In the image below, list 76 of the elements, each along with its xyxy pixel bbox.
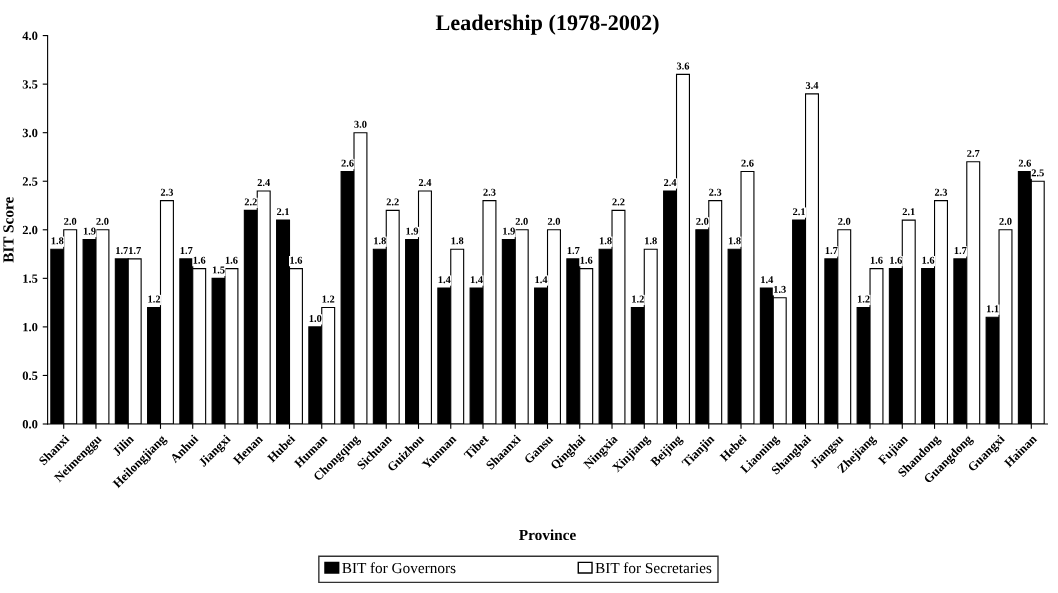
y-tick-label: 0.0 (22, 420, 38, 429)
data-label: 2.5 (1031, 169, 1044, 177)
data-label: 2.1 (902, 208, 915, 216)
data-label: 2.0 (515, 217, 528, 225)
data-label: 2.2 (244, 198, 257, 206)
data-label: 1.8 (645, 237, 657, 245)
data-label: 1.4 (470, 276, 483, 284)
y-axis-title: BIT Score (3, 197, 14, 263)
data-label: 1.7 (116, 247, 129, 255)
data-label: 2.0 (838, 217, 851, 225)
data-label: 1.6 (890, 256, 903, 264)
data-label: 1.6 (580, 256, 593, 264)
y-tick-label: 0.5 (22, 371, 38, 380)
data-label: 1.7 (180, 247, 193, 255)
data-label: 1.2 (148, 295, 161, 303)
data-label: 1.9 (83, 227, 96, 235)
data-label: 1.9 (406, 227, 419, 235)
y-tick-label: 3.5 (22, 80, 38, 89)
data-label: 2.0 (696, 217, 709, 225)
data-label: 2.3 (483, 188, 496, 196)
data-label: 3.4 (805, 81, 819, 89)
data-label: 1.8 (599, 237, 612, 245)
data-label: 1.2 (632, 295, 644, 303)
legend-label: BIT for Secretaries (595, 562, 712, 574)
y-tick-label: 1.5 (23, 274, 38, 283)
data-label: 1.8 (728, 237, 741, 245)
data-label: 2.6 (741, 159, 754, 167)
data-label: 2.3 (934, 188, 948, 196)
data-label: 3.0 (354, 120, 367, 128)
data-label: 2.1 (793, 208, 806, 216)
data-label: 2.4 (664, 179, 677, 187)
data-label: 2.0 (547, 217, 561, 225)
y-tick-label: 2.0 (22, 225, 38, 235)
data-label: 1.7 (954, 247, 967, 255)
data-label: 1.1 (986, 305, 999, 313)
data-label: 2.3 (709, 188, 722, 196)
data-label: 1.4 (535, 276, 548, 284)
data-label: 1.4 (761, 276, 774, 284)
data-label: 1.3 (774, 285, 786, 293)
data-label: 2.2 (386, 198, 399, 206)
data-label: 1.2 (322, 295, 335, 303)
chart-title: Leadership (1978-2002) (435, 14, 659, 35)
y-tick-label: 1.0 (23, 322, 38, 332)
data-label: 2.4 (418, 179, 432, 187)
y-tick-label: 3.0 (22, 128, 38, 138)
data-label: 1.8 (51, 237, 64, 245)
y-tick-label: 4.0 (22, 31, 38, 41)
data-label: 1.8 (374, 237, 386, 245)
legend-label: BIT for Governors (342, 562, 456, 574)
y-tick-label: 2.5 (22, 177, 38, 186)
data-label: 2.7 (967, 149, 980, 157)
data-label: 2.6 (1018, 159, 1032, 167)
data-label: 1.2 (857, 295, 870, 303)
data-label: 2.0 (96, 217, 109, 225)
data-label: 1.9 (503, 227, 515, 235)
data-label: 1.6 (225, 256, 238, 264)
data-label: 2.6 (341, 159, 354, 167)
data-label: 2.3 (160, 188, 174, 196)
data-label: 1.7 (825, 247, 838, 255)
data-label: 2.0 (999, 217, 1012, 225)
data-label: 1.6 (193, 256, 206, 264)
data-label: 2.4 (257, 179, 271, 187)
data-label: 1.6 (290, 256, 303, 264)
data-label: 1.6 (870, 256, 883, 264)
data-label: 1.7 (567, 247, 580, 255)
data-label: 3.6 (676, 62, 690, 70)
data-label: 1.5 (212, 266, 225, 274)
data-label: 1.6 (922, 256, 935, 264)
data-label: 2.0 (64, 217, 77, 225)
x-axis-title: Province (519, 529, 576, 541)
data-label: 2.1 (276, 208, 290, 216)
data-label: 1.7 (129, 247, 141, 255)
data-label: 2.2 (612, 198, 625, 206)
data-label: 1.4 (438, 276, 451, 284)
data-label: 1.0 (309, 314, 322, 323)
data-label: 1.8 (451, 237, 464, 245)
